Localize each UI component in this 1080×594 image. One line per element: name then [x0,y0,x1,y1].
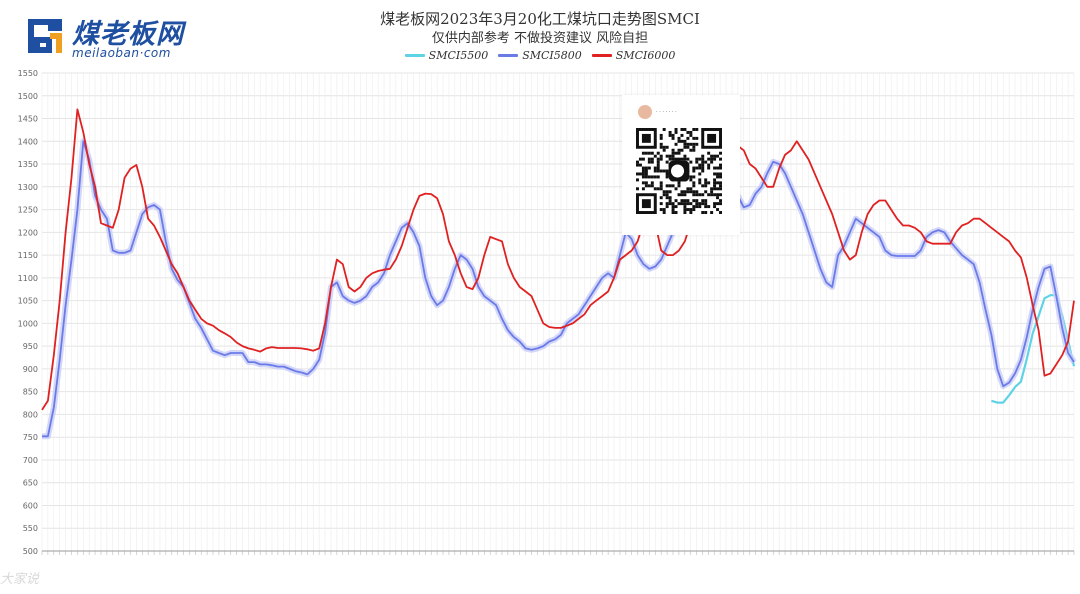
legend-swatch-smci5500 [404,54,425,57]
y-tick-label: 700 [23,456,38,465]
y-tick-label: 900 [23,365,38,374]
legend-item-smci6000[interactable]: SMCI6000 [591,49,676,62]
y-tick-label: 1300 [18,183,38,192]
qr-card-name: · · · · · · · [656,109,677,115]
qr-code-image[interactable] [636,128,722,214]
qr-card-header: · · · · · · · [638,105,677,119]
legend-label-smci5500: SMCI5500 [428,49,489,62]
legend-item-smci5500[interactable]: SMCI5500 [404,49,489,62]
y-tick-label: 650 [23,479,38,488]
brand-domain: meilaoban·com [72,46,171,60]
y-tick-label: 600 [23,501,38,510]
logo-icon [28,19,62,53]
y-tick-label: 1150 [18,251,38,260]
y-tick-label: 1400 [18,137,38,146]
y-tick-label: 1550 [18,69,38,78]
y-tick-label: 500 [23,547,38,556]
y-tick-label: 950 [23,342,38,351]
avatar [638,105,652,119]
y-tick-label: 550 [23,524,38,533]
y-axis: 500 550 600 650 700 750 800 850 900 950 1000 1050 11… [18,69,38,556]
y-tick-label: 1450 [18,115,38,124]
legend-label-smci5800: SMCI5800 [522,49,582,62]
y-tick-label: 1250 [18,206,38,215]
y-tick-label: 1050 [18,297,38,306]
y-tick-label: 1200 [18,228,38,237]
x-axis [41,550,1075,555]
watermark: 大家说 [0,572,40,587]
legend-label-smci6000: SMCI6000 [615,49,676,62]
y-tick-label: 1500 [18,92,38,101]
legend-item-smci5800[interactable]: SMCI5800 [498,49,582,62]
series-lines [41,108,1077,440]
brand-logo: 煤老板网 meilaoban·com [22,10,232,62]
legend-swatch-smci6000 [591,54,612,57]
y-tick-label: 1000 [18,319,38,328]
y-tick-label: 850 [23,388,38,397]
chart-subtitle: 仅供内部参考 不做投资建议 风险自担 [431,31,649,46]
legend-swatch-smci5800 [498,54,519,57]
series-line-smci5800 [42,140,1075,438]
y-tick-label: 750 [23,433,38,442]
chart-legend: SMCI5500 SMCI5800 SMCI6000 [0,49,1080,62]
y-tick-label: 1100 [18,274,38,283]
qr-card[interactable]: · · · · · · · [622,95,740,235]
brand-name: 煤老板网 [72,19,184,50]
series-line-smci6000 [41,108,1075,411]
y-tick-label: 800 [23,410,38,419]
chart-title: 煤老板网2023年3月20化工煤坑口走势图SMCI [380,10,700,28]
y-tick-label: 1350 [18,160,38,169]
